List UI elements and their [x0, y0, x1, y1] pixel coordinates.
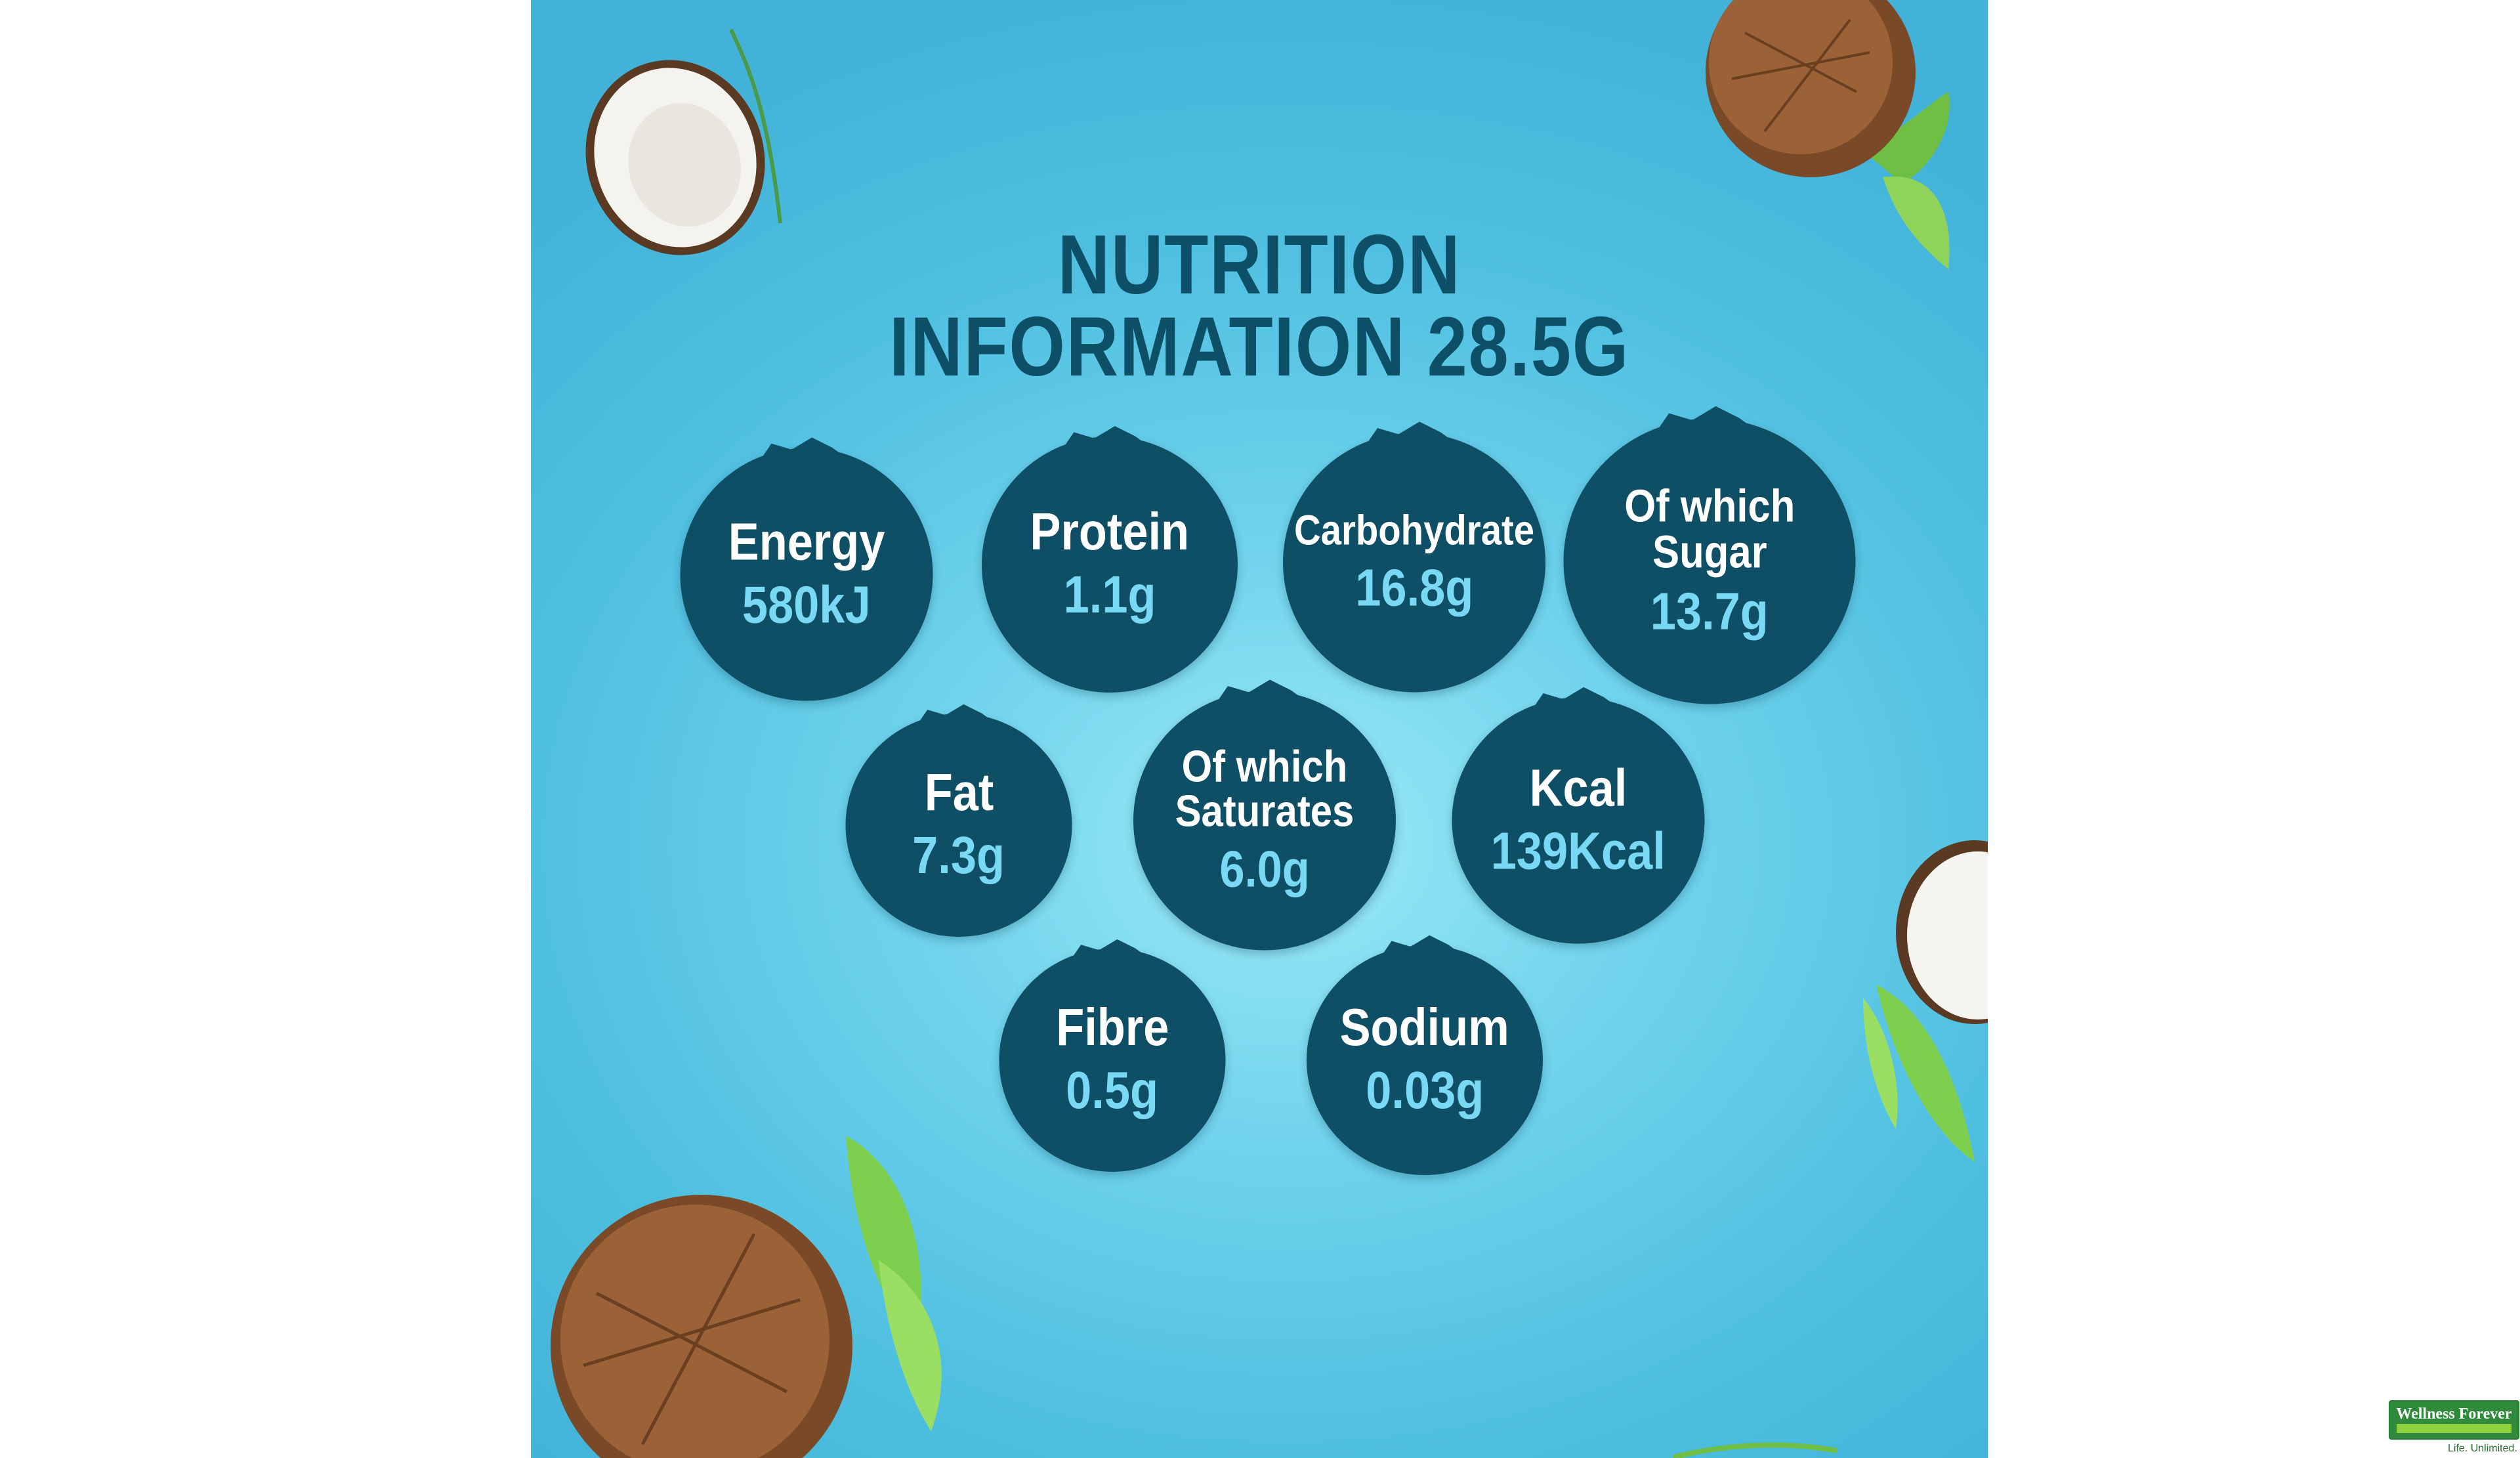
- title-line-1: NUTRITION: [1057, 218, 1461, 312]
- nutrient-label: Protein: [1030, 502, 1190, 561]
- nutrient-circle-sodium: Sodium 0.03g: [1307, 935, 1543, 1175]
- circle-cap-icon: [914, 704, 1004, 730]
- circle-cap-icon: [1377, 935, 1472, 962]
- title-line-2: INFORMATION 28.5G: [889, 300, 1630, 394]
- nutrient-circle-fibre: Fibre 0.5g: [999, 939, 1226, 1172]
- wellness-forever-logo: Wellness Forever: [2389, 1400, 2519, 1440]
- nutrient-label: Sodium: [1339, 998, 1510, 1056]
- nutrient-circle-sugar: Of which Sugar 13.7g: [1563, 406, 1856, 704]
- nutrient-label: Of which Sugar: [1624, 480, 1796, 577]
- logo-tagline: Life. Unlimited.: [2448, 1443, 2517, 1454]
- nutrient-label: Carbohydrate: [1293, 506, 1535, 553]
- nutrient-circle-fat: Fat 7.3g: [845, 704, 1072, 937]
- nutrient-value: 580kJ: [742, 575, 871, 633]
- nutrient-label: Fat: [924, 763, 994, 821]
- nutrient-label: Kcal: [1529, 758, 1628, 817]
- nutrient-circle-saturates: Of which Saturates 6.0g: [1133, 679, 1396, 951]
- circle-cap-icon: [1528, 687, 1629, 716]
- nutrient-circle-protein: Protein 1.1g: [982, 425, 1238, 693]
- circle-cap-icon: [1362, 421, 1467, 452]
- coconut-top-right: [1706, 0, 1950, 269]
- nutrient-value: 1.1g: [1063, 565, 1156, 624]
- nutrient-value: 0.03g: [1365, 1061, 1484, 1119]
- nutrient-value: 7.3g: [912, 826, 1005, 884]
- nutrient-circle-energy: Energy 580kJ: [680, 437, 933, 701]
- coconut-half-top-left: [585, 28, 782, 255]
- logo-subbar: [2397, 1424, 2511, 1433]
- circle-cap-icon: [1651, 406, 1768, 439]
- nutrient-circle-kcal: Kcal 139Kcal: [1452, 687, 1705, 944]
- circle-cap-icon: [756, 437, 857, 466]
- circle-cap-icon: [1059, 425, 1161, 455]
- coconut-half-right-edge: [1863, 840, 1988, 1162]
- nutrient-value: 6.0g: [1219, 840, 1310, 898]
- nutrient-label: Fibre: [1055, 998, 1169, 1056]
- nutrition-panel: NUTRITION INFORMATION 28.5G Energy 580kJ…: [531, 0, 1988, 1458]
- coconut-bottom-left: [551, 1136, 942, 1458]
- logo-brand-text: Wellness Forever: [2396, 1405, 2512, 1423]
- nutrient-label: Of which Saturates: [1175, 741, 1354, 836]
- nutrient-value: 13.7g: [1650, 582, 1769, 640]
- circle-cap-icon: [1067, 939, 1158, 965]
- nutrient-value: 139Kcal: [1490, 821, 1666, 880]
- nutrient-value: 0.5g: [1066, 1061, 1159, 1119]
- leaf-bottom-stem: [1673, 1442, 1838, 1458]
- circle-cap-icon: [1212, 679, 1317, 710]
- nutrient-value: 16.8g: [1354, 558, 1474, 616]
- nutrient-circle-carbohydrate: Carbohydrate 16.8g: [1283, 421, 1545, 693]
- nutrient-label: Energy: [728, 512, 885, 570]
